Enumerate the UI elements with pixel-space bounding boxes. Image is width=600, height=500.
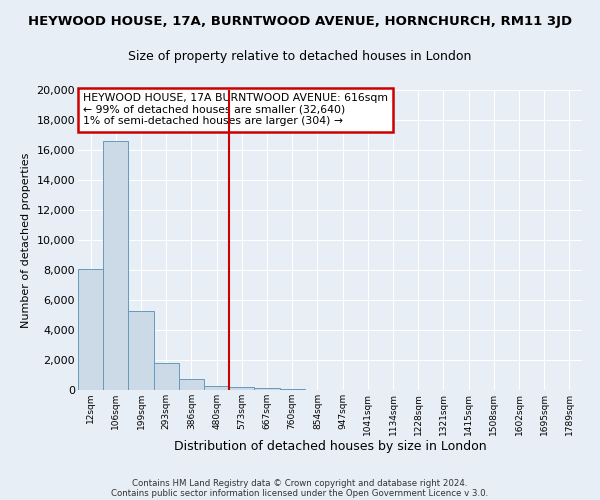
Bar [204, 386, 229, 390]
Text: HEYWOOD HOUSE, 17A BURNTWOOD AVENUE: 616sqm
← 99% of detached houses are smaller: HEYWOOD HOUSE, 17A BURNTWOOD AVENUE: 616… [83, 93, 388, 126]
Text: Size of property relative to detached houses in London: Size of property relative to detached ho… [128, 50, 472, 63]
Bar [103, 141, 128, 390]
Bar [78, 268, 103, 390]
Bar [154, 363, 179, 390]
Bar [179, 379, 204, 390]
Text: HEYWOOD HOUSE, 17A, BURNTWOOD AVENUE, HORNCHURCH, RM11 3JD: HEYWOOD HOUSE, 17A, BURNTWOOD AVENUE, HO… [28, 15, 572, 28]
Text: Contains public sector information licensed under the Open Government Licence v : Contains public sector information licen… [112, 488, 488, 498]
Y-axis label: Number of detached properties: Number of detached properties [21, 152, 31, 328]
Bar [128, 310, 154, 390]
Bar [229, 387, 254, 390]
Bar [254, 388, 280, 390]
Bar [280, 388, 305, 390]
X-axis label: Distribution of detached houses by size in London: Distribution of detached houses by size … [173, 440, 487, 454]
Text: Contains HM Land Registry data © Crown copyright and database right 2024.: Contains HM Land Registry data © Crown c… [132, 478, 468, 488]
